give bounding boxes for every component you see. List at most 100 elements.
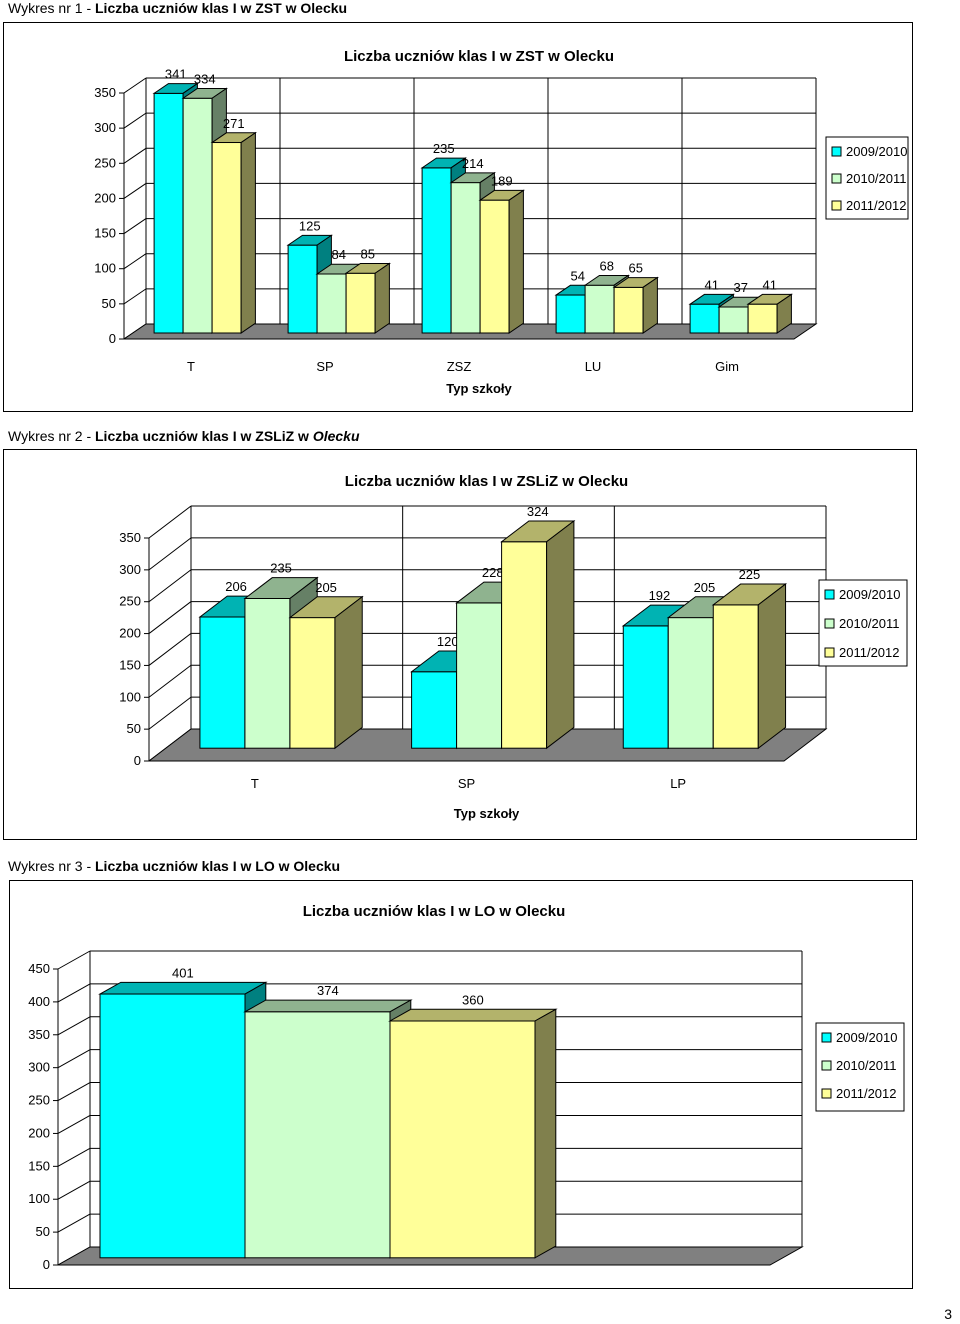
- legend-swatch: [824, 618, 835, 629]
- chart-zsliz: Liczba uczniów klas I w ZSLiZ w Olecku 0 5…: [119, 473, 908, 821]
- caption-title: Liczba uczniów klas I w ZSLiZ w: [95, 428, 313, 444]
- y-tick-label: 300: [28, 1060, 50, 1075]
- x-tick-label: LU: [585, 359, 602, 374]
- gridline-depth: [148, 505, 192, 539]
- bar-side: [374, 262, 390, 334]
- chart-caption-1: Wykres nr 1 - Liczba uczniów klas I w ZS…: [8, 0, 347, 16]
- y-tick-label: 0: [43, 1257, 50, 1272]
- gridline-depth: [148, 601, 192, 634]
- bar-value-label: 324: [527, 504, 549, 519]
- bar-front: [244, 597, 291, 749]
- gridline-depth: [57, 1147, 91, 1167]
- bar-value-label: 235: [270, 561, 292, 576]
- x-tick-label: T: [251, 776, 259, 791]
- gridline-depth: [57, 1016, 91, 1036]
- bar-value-label: 65: [629, 261, 643, 276]
- legend-label: 2010/2011: [846, 171, 907, 186]
- y-tick-label: 250: [28, 1093, 50, 1108]
- bar-value-label: 225: [739, 567, 761, 582]
- bar-front: [316, 273, 347, 334]
- caption-title-italic: Olecku: [312, 428, 360, 444]
- gridline-depth: [148, 537, 192, 571]
- legend-swatch: [831, 200, 842, 211]
- bar-value-label: 271: [223, 116, 245, 131]
- y-tick-label: 50: [36, 1224, 50, 1239]
- chart-title: Liczba uczniów klas I w ZSLiZ w Olecku: [345, 473, 628, 490]
- gridline-depth: [57, 1213, 91, 1233]
- bar-value-label: 37: [734, 280, 748, 295]
- y-tick-label: 250: [119, 594, 141, 609]
- x-tick-label: LP: [670, 776, 686, 791]
- bar-value-label: 54: [571, 268, 585, 283]
- legend-swatch: [821, 1060, 832, 1071]
- x-tick-label: SP: [458, 776, 475, 791]
- bar-value-label: 401: [172, 965, 194, 980]
- y-tick-label: 0: [109, 331, 116, 346]
- y-tick-label: 50: [127, 721, 141, 736]
- legend-label: 2009/2010: [836, 1030, 897, 1045]
- bar-front: [456, 602, 503, 749]
- bar-value-label: 189: [491, 173, 513, 188]
- y-tick-label: 300: [94, 120, 116, 135]
- bar-value-label: 228: [482, 565, 504, 580]
- legend-label: 2011/2012: [839, 645, 900, 660]
- caption-title: Liczba uczniów klas I w ZST w Olecku: [95, 0, 348, 16]
- bar-front: [622, 625, 669, 749]
- bar-top: [388, 1008, 558, 1022]
- legend-label: 2010/2011: [839, 616, 900, 631]
- legend-label: 2011/2012: [846, 198, 907, 213]
- gridline-depth: [123, 218, 147, 234]
- bar-front: [182, 97, 213, 334]
- bar-side: [642, 276, 658, 334]
- legend-label: 2010/2011: [836, 1058, 897, 1073]
- bar-front: [667, 617, 714, 749]
- caption-prefix: Wykres nr 1 -: [8, 0, 95, 16]
- bar-side: [757, 583, 787, 750]
- gridline-depth: [123, 288, 147, 305]
- bar-front: [389, 1020, 536, 1259]
- bar-value-label: 235: [433, 141, 455, 156]
- bar-front: [712, 604, 759, 749]
- chart-title: Liczba uczniów klas I w ZST w Olecku: [344, 48, 614, 65]
- bar-front: [718, 306, 749, 334]
- bar-front: [199, 616, 246, 749]
- bar-value-label: 374: [317, 983, 339, 998]
- gridline-depth: [57, 1180, 91, 1200]
- bar-front: [501, 541, 548, 749]
- y-tick-label: 150: [28, 1158, 50, 1173]
- gridline-depth: [123, 253, 147, 270]
- bar-front: [555, 294, 586, 334]
- chart-zst: Liczba uczniów klas I w ZST w Olecku 0 50 1…: [94, 48, 909, 396]
- bar-value-label: 205: [315, 580, 337, 595]
- bar-value-label: 341: [165, 67, 187, 82]
- gridline-depth: [123, 147, 147, 164]
- bar-front: [613, 286, 644, 334]
- bar-side: [240, 131, 256, 334]
- chart-caption-3: Wykres nr 3 - Liczba uczniów klas I w LO…: [8, 858, 340, 874]
- legend-swatch: [831, 146, 842, 157]
- y-tick-label: 450: [28, 961, 50, 976]
- bar-front: [689, 303, 720, 334]
- y-tick-label: 150: [94, 226, 116, 241]
- gridline-depth: [148, 696, 192, 730]
- bar-front: [411, 671, 458, 749]
- caption-title: Liczba uczniów klas I w LO w Olecku: [95, 858, 341, 874]
- caption-prefix: Wykres nr 3 -: [8, 858, 95, 874]
- bar-side: [546, 519, 575, 750]
- y-tick-label: 400: [28, 994, 50, 1009]
- bar-value-label: 41: [705, 277, 719, 292]
- bar-front: [450, 182, 481, 334]
- bar-value-label: 41: [763, 277, 777, 292]
- bar-value-label: 84: [332, 247, 346, 262]
- gridline-depth: [148, 633, 192, 666]
- y-tick-label: 100: [94, 261, 116, 276]
- y-tick-label: 300: [119, 562, 141, 577]
- x-axis-title: Typ szkoły: [446, 381, 512, 396]
- y-tick-label: 200: [94, 190, 116, 205]
- y-tick-label: 350: [119, 530, 141, 545]
- y-tick-label: 250: [94, 155, 116, 170]
- legend-swatch: [831, 173, 842, 184]
- bar-side: [776, 293, 792, 334]
- y-tick-label: 150: [119, 657, 141, 672]
- legend-label: 2009/2010: [846, 144, 907, 159]
